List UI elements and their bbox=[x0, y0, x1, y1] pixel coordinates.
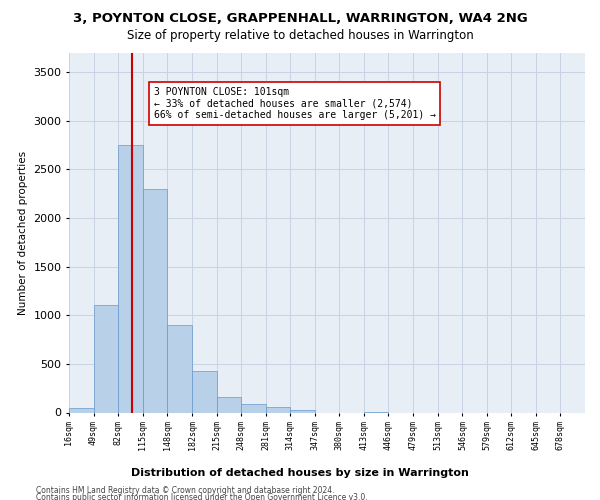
Bar bbox=[69, 408, 94, 412]
Y-axis label: Number of detached properties: Number of detached properties bbox=[17, 150, 28, 314]
Text: Distribution of detached houses by size in Warrington: Distribution of detached houses by size … bbox=[131, 468, 469, 477]
Text: Contains public sector information licensed under the Open Government Licence v3: Contains public sector information licen… bbox=[36, 494, 368, 500]
Bar bbox=[217, 397, 241, 412]
Bar bbox=[241, 404, 266, 412]
Bar bbox=[266, 407, 290, 412]
Text: 3, POYNTON CLOSE, GRAPPENHALL, WARRINGTON, WA4 2NG: 3, POYNTON CLOSE, GRAPPENHALL, WARRINGTO… bbox=[73, 12, 527, 26]
Bar bbox=[192, 371, 217, 412]
Text: Contains HM Land Registry data © Crown copyright and database right 2024.: Contains HM Land Registry data © Crown c… bbox=[36, 486, 335, 495]
Bar bbox=[118, 145, 143, 412]
Bar bbox=[290, 410, 315, 412]
Bar bbox=[94, 306, 118, 412]
Bar bbox=[143, 188, 167, 412]
Text: Size of property relative to detached houses in Warrington: Size of property relative to detached ho… bbox=[127, 29, 473, 42]
Bar bbox=[167, 325, 191, 412]
Text: 3 POYNTON CLOSE: 101sqm
← 33% of detached houses are smaller (2,574)
66% of semi: 3 POYNTON CLOSE: 101sqm ← 33% of detache… bbox=[154, 86, 436, 120]
